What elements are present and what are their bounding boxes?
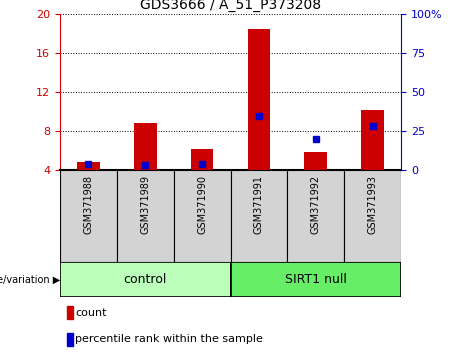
Text: GSM371993: GSM371993 <box>367 175 378 234</box>
Title: GDS3666 / A_51_P373208: GDS3666 / A_51_P373208 <box>140 0 321 12</box>
Text: GSM371992: GSM371992 <box>311 175 321 234</box>
Bar <box>60 262 230 297</box>
Text: SIRT1 null: SIRT1 null <box>285 273 347 286</box>
Bar <box>191 149 213 170</box>
Bar <box>248 29 270 170</box>
Bar <box>117 170 174 262</box>
Text: GSM371988: GSM371988 <box>83 175 94 234</box>
Text: control: control <box>124 273 167 286</box>
Bar <box>361 110 384 170</box>
Bar <box>174 170 230 262</box>
Text: count: count <box>75 308 107 318</box>
Text: percentile rank within the sample: percentile rank within the sample <box>75 334 263 344</box>
Bar <box>304 152 327 170</box>
Bar <box>134 123 157 170</box>
Bar <box>67 333 73 346</box>
Bar <box>287 170 344 262</box>
Text: GSM371991: GSM371991 <box>254 175 264 234</box>
Text: GSM371990: GSM371990 <box>197 175 207 234</box>
Bar <box>230 262 401 297</box>
Text: genotype/variation ▶: genotype/variation ▶ <box>0 275 60 285</box>
Bar <box>67 307 73 319</box>
Bar <box>77 162 100 170</box>
Text: GSM371989: GSM371989 <box>140 175 150 234</box>
Bar <box>230 170 287 262</box>
Bar <box>344 170 401 262</box>
Bar <box>60 170 117 262</box>
